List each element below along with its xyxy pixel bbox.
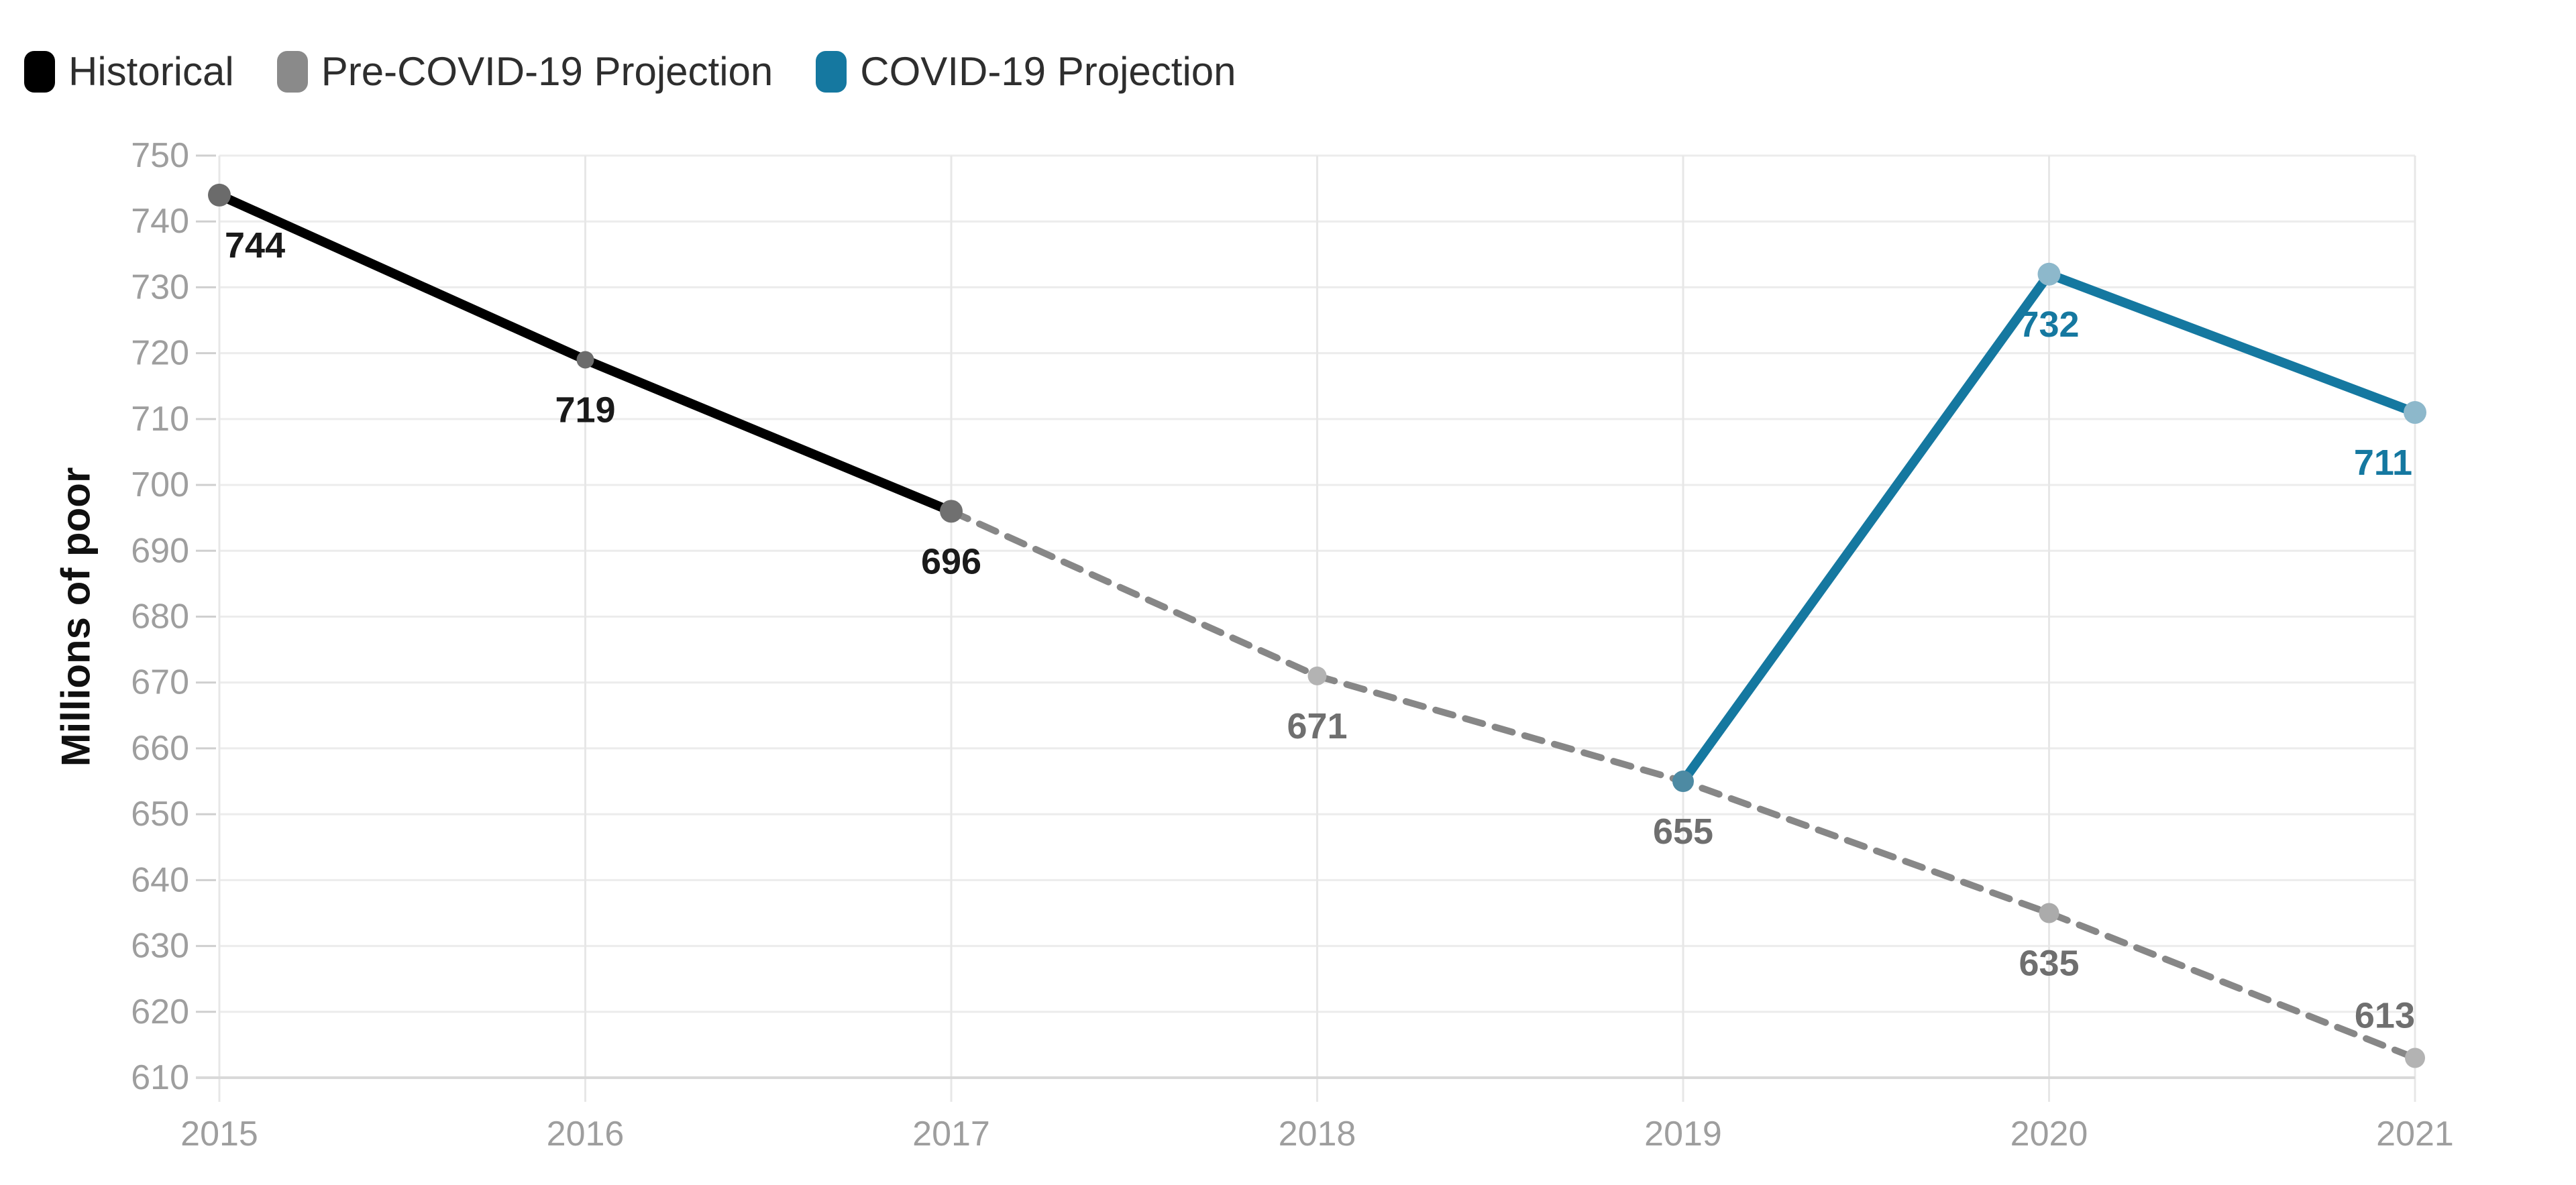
data-point-label: 635: [2019, 943, 2079, 983]
legend: Historical Pre-COVID-19 Projection COVID-1…: [24, 51, 1236, 93]
y-tick-label: 650: [131, 795, 189, 834]
data-point-label: 696: [921, 541, 981, 581]
legend-item-1: Pre-COVID-19 Projection: [276, 49, 773, 94]
x-tick-label: 2015: [180, 1115, 258, 1153]
data-point-label: 671: [1287, 706, 1347, 746]
data-point-label: 613: [2355, 996, 2415, 1036]
x-tick-label: 2017: [912, 1115, 990, 1153]
x-tick-label: 2020: [2010, 1115, 2088, 1153]
y-tick-label: 740: [131, 202, 189, 241]
y-tick-label: 620: [131, 993, 189, 1031]
y-tick-label: 750: [131, 136, 189, 175]
legend-swatch-icon: [276, 51, 308, 93]
y-tick-label: 640: [131, 860, 189, 899]
y-tick-label: 690: [131, 531, 189, 570]
data-point-label: 719: [555, 390, 615, 430]
data-point-marker: [208, 183, 231, 207]
y-tick-label: 700: [131, 465, 189, 504]
data-point-label: 732: [2019, 304, 2079, 345]
y-tick-label: 670: [131, 663, 189, 702]
data-point-label: 711: [2354, 443, 2412, 483]
data-point-marker: [940, 500, 963, 523]
data-point-marker: [2037, 262, 2061, 286]
data-point-marker: [2404, 401, 2426, 425]
data-point-marker: [1672, 771, 1694, 793]
y-axis-title: Millions of poor: [53, 467, 99, 767]
data-point-marker: [2405, 1048, 2425, 1068]
data-point-marker: [2039, 903, 2059, 923]
y-tick-label: 680: [131, 598, 189, 636]
x-tick-label: 2021: [2376, 1115, 2454, 1153]
data-point-marker: [1307, 666, 1327, 685]
y-tick-label: 710: [131, 400, 189, 439]
y-tick-label: 730: [131, 268, 189, 306]
x-tick-label: 2018: [1279, 1115, 1356, 1153]
y-tick-label: 720: [131, 334, 189, 373]
legend-swatch-icon: [24, 51, 55, 93]
y-tick-label: 630: [131, 927, 189, 966]
x-tick-label: 2019: [1644, 1115, 1722, 1153]
legend-item-label: Historical: [68, 49, 234, 94]
legend-item-0: Historical: [24, 51, 234, 93]
data-point-marker: [576, 351, 594, 369]
y-tick-label: 610: [131, 1058, 189, 1097]
legend-item-2: COVID-19 Projection: [816, 51, 1236, 93]
legend-item-label: Pre-COVID-19 Projection: [321, 49, 773, 94]
x-tick-label: 2016: [547, 1115, 625, 1153]
legend-item-label: COVID-19 Projection: [860, 49, 1236, 94]
legend-swatch-icon: [816, 51, 847, 93]
y-tick-label: 660: [131, 729, 189, 768]
data-point-label: 744: [225, 225, 285, 266]
data-point-label: 655: [1653, 811, 1713, 852]
